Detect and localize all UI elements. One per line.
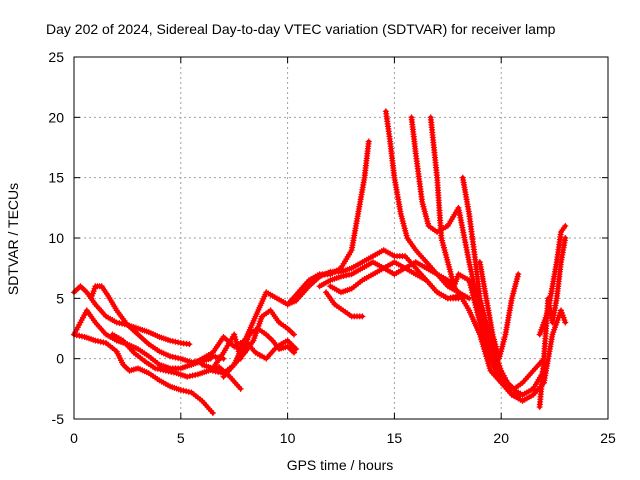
data-point xyxy=(172,354,179,361)
data-point xyxy=(343,272,350,279)
data-point xyxy=(466,295,473,302)
data-point xyxy=(215,368,222,375)
data-point xyxy=(95,338,102,345)
data-point xyxy=(180,387,187,394)
data-point xyxy=(212,353,219,360)
data-point xyxy=(154,365,161,372)
data-point xyxy=(172,338,179,345)
data-point xyxy=(175,355,182,362)
data-point xyxy=(160,367,167,374)
data-point xyxy=(452,293,459,300)
data-point xyxy=(157,366,164,373)
y-tick-label: 20 xyxy=(48,109,64,125)
series-track-3 xyxy=(71,331,216,416)
data-point xyxy=(152,365,159,372)
data-point xyxy=(444,295,451,302)
grid xyxy=(74,57,608,419)
data-points xyxy=(71,108,569,416)
series-track-17 xyxy=(427,114,547,398)
data-point xyxy=(189,372,196,379)
series-track-19 xyxy=(476,259,522,362)
data-point xyxy=(169,338,176,345)
data-point xyxy=(183,388,190,395)
data-point xyxy=(359,313,366,320)
data-point xyxy=(237,385,244,392)
data-point xyxy=(169,353,176,360)
series-track-22 xyxy=(540,307,569,386)
series-track-14 xyxy=(327,259,462,302)
y-tick-label: -5 xyxy=(52,411,65,427)
x-tick-label: 25 xyxy=(600,430,616,446)
data-point xyxy=(515,271,522,278)
data-point xyxy=(212,368,219,375)
data-point xyxy=(291,349,298,356)
x-tick-label: 20 xyxy=(493,430,509,446)
data-point xyxy=(365,138,372,145)
y-axis-label: SDTVAR / TECUs xyxy=(5,183,21,295)
y-tick-label: 15 xyxy=(48,170,64,186)
x-tick-label: 15 xyxy=(387,430,403,446)
x-tick-label: 0 xyxy=(70,430,78,446)
data-point xyxy=(447,294,454,301)
data-point xyxy=(92,337,99,344)
data-point xyxy=(165,368,172,375)
y-tick-label: 0 xyxy=(56,351,64,367)
data-point xyxy=(192,371,199,378)
data-point xyxy=(186,341,193,348)
data-point xyxy=(291,331,298,338)
data-point xyxy=(562,222,569,229)
data-point xyxy=(168,368,175,375)
data-point xyxy=(170,369,177,376)
data-point xyxy=(100,339,107,346)
data-point xyxy=(175,339,182,346)
data-point xyxy=(79,333,86,340)
data-point xyxy=(562,319,569,326)
data-point xyxy=(184,373,191,380)
data-point xyxy=(340,273,347,280)
data-point xyxy=(217,369,224,376)
data-point xyxy=(338,273,344,280)
data-point xyxy=(167,353,174,360)
series-track-9 xyxy=(220,337,300,380)
data-point xyxy=(97,338,104,345)
data-point xyxy=(162,367,169,374)
series-track-13 xyxy=(323,289,366,320)
data-point xyxy=(562,235,569,241)
data-point xyxy=(209,409,216,416)
data-point xyxy=(209,367,216,374)
data-point xyxy=(177,387,184,394)
series-track-2 xyxy=(88,283,214,366)
y-tick-label: 25 xyxy=(48,49,64,65)
data-point xyxy=(450,294,457,301)
axis-ticks: 0 5 10 15 20 25 -5 0 5 10 15 20 25 xyxy=(48,49,616,446)
data-point xyxy=(185,388,192,395)
data-point xyxy=(346,271,353,278)
data-point xyxy=(116,320,123,327)
data-point xyxy=(186,373,193,380)
data-point xyxy=(76,332,83,339)
x-tick-label: 10 xyxy=(280,430,296,446)
data-point xyxy=(113,319,120,326)
data-point xyxy=(293,346,300,353)
data-point xyxy=(167,337,174,344)
series-track-21 xyxy=(536,222,569,338)
x-axis-label: GPS time / hours xyxy=(287,457,394,473)
y-tick-label: 5 xyxy=(56,290,64,306)
chart-title: Day 202 of 2024, Sidereal Day-to-day VTE… xyxy=(46,21,556,37)
x-tick-label: 5 xyxy=(177,430,185,446)
y-tick-label: 10 xyxy=(48,230,64,246)
series-track-15 xyxy=(382,108,526,398)
series-trace xyxy=(428,115,546,397)
